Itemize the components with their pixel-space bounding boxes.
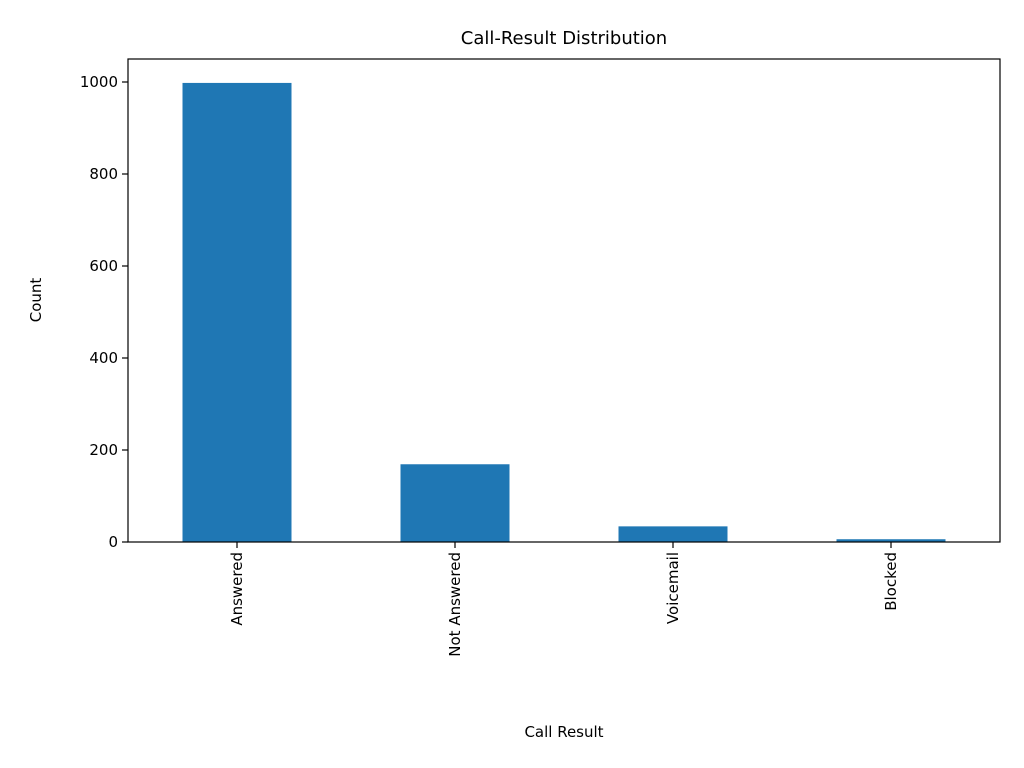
y-tick-label: 200 [89,441,118,459]
bar-voicemail [618,526,728,542]
bars-group [182,82,946,543]
x-axis-label: Call Result [524,723,603,741]
x-tick-label: Answered [228,552,246,626]
bar-blocked [836,539,946,542]
y-tick-label: 0 [108,533,118,551]
x-axis: Answered Not Answered Voicemail Blocked [228,542,900,657]
y-tick-label: 800 [89,165,118,183]
x-tick-label: Blocked [882,552,900,611]
y-tick-label: 1000 [80,73,118,91]
plot-frame [127,58,1001,543]
y-axis-label: Count [27,278,45,323]
bar-not-answered [400,464,510,542]
y-tick-label: 600 [89,257,118,275]
x-tick-label: Voicemail [664,552,682,624]
x-tick-label: Not Answered [446,552,464,657]
y-tick-label: 400 [89,349,118,367]
y-axis: 0 200 400 600 800 1000 [80,73,128,551]
chart-title: Call-Result Distribution [461,28,667,49]
bar-answered [182,82,292,543]
